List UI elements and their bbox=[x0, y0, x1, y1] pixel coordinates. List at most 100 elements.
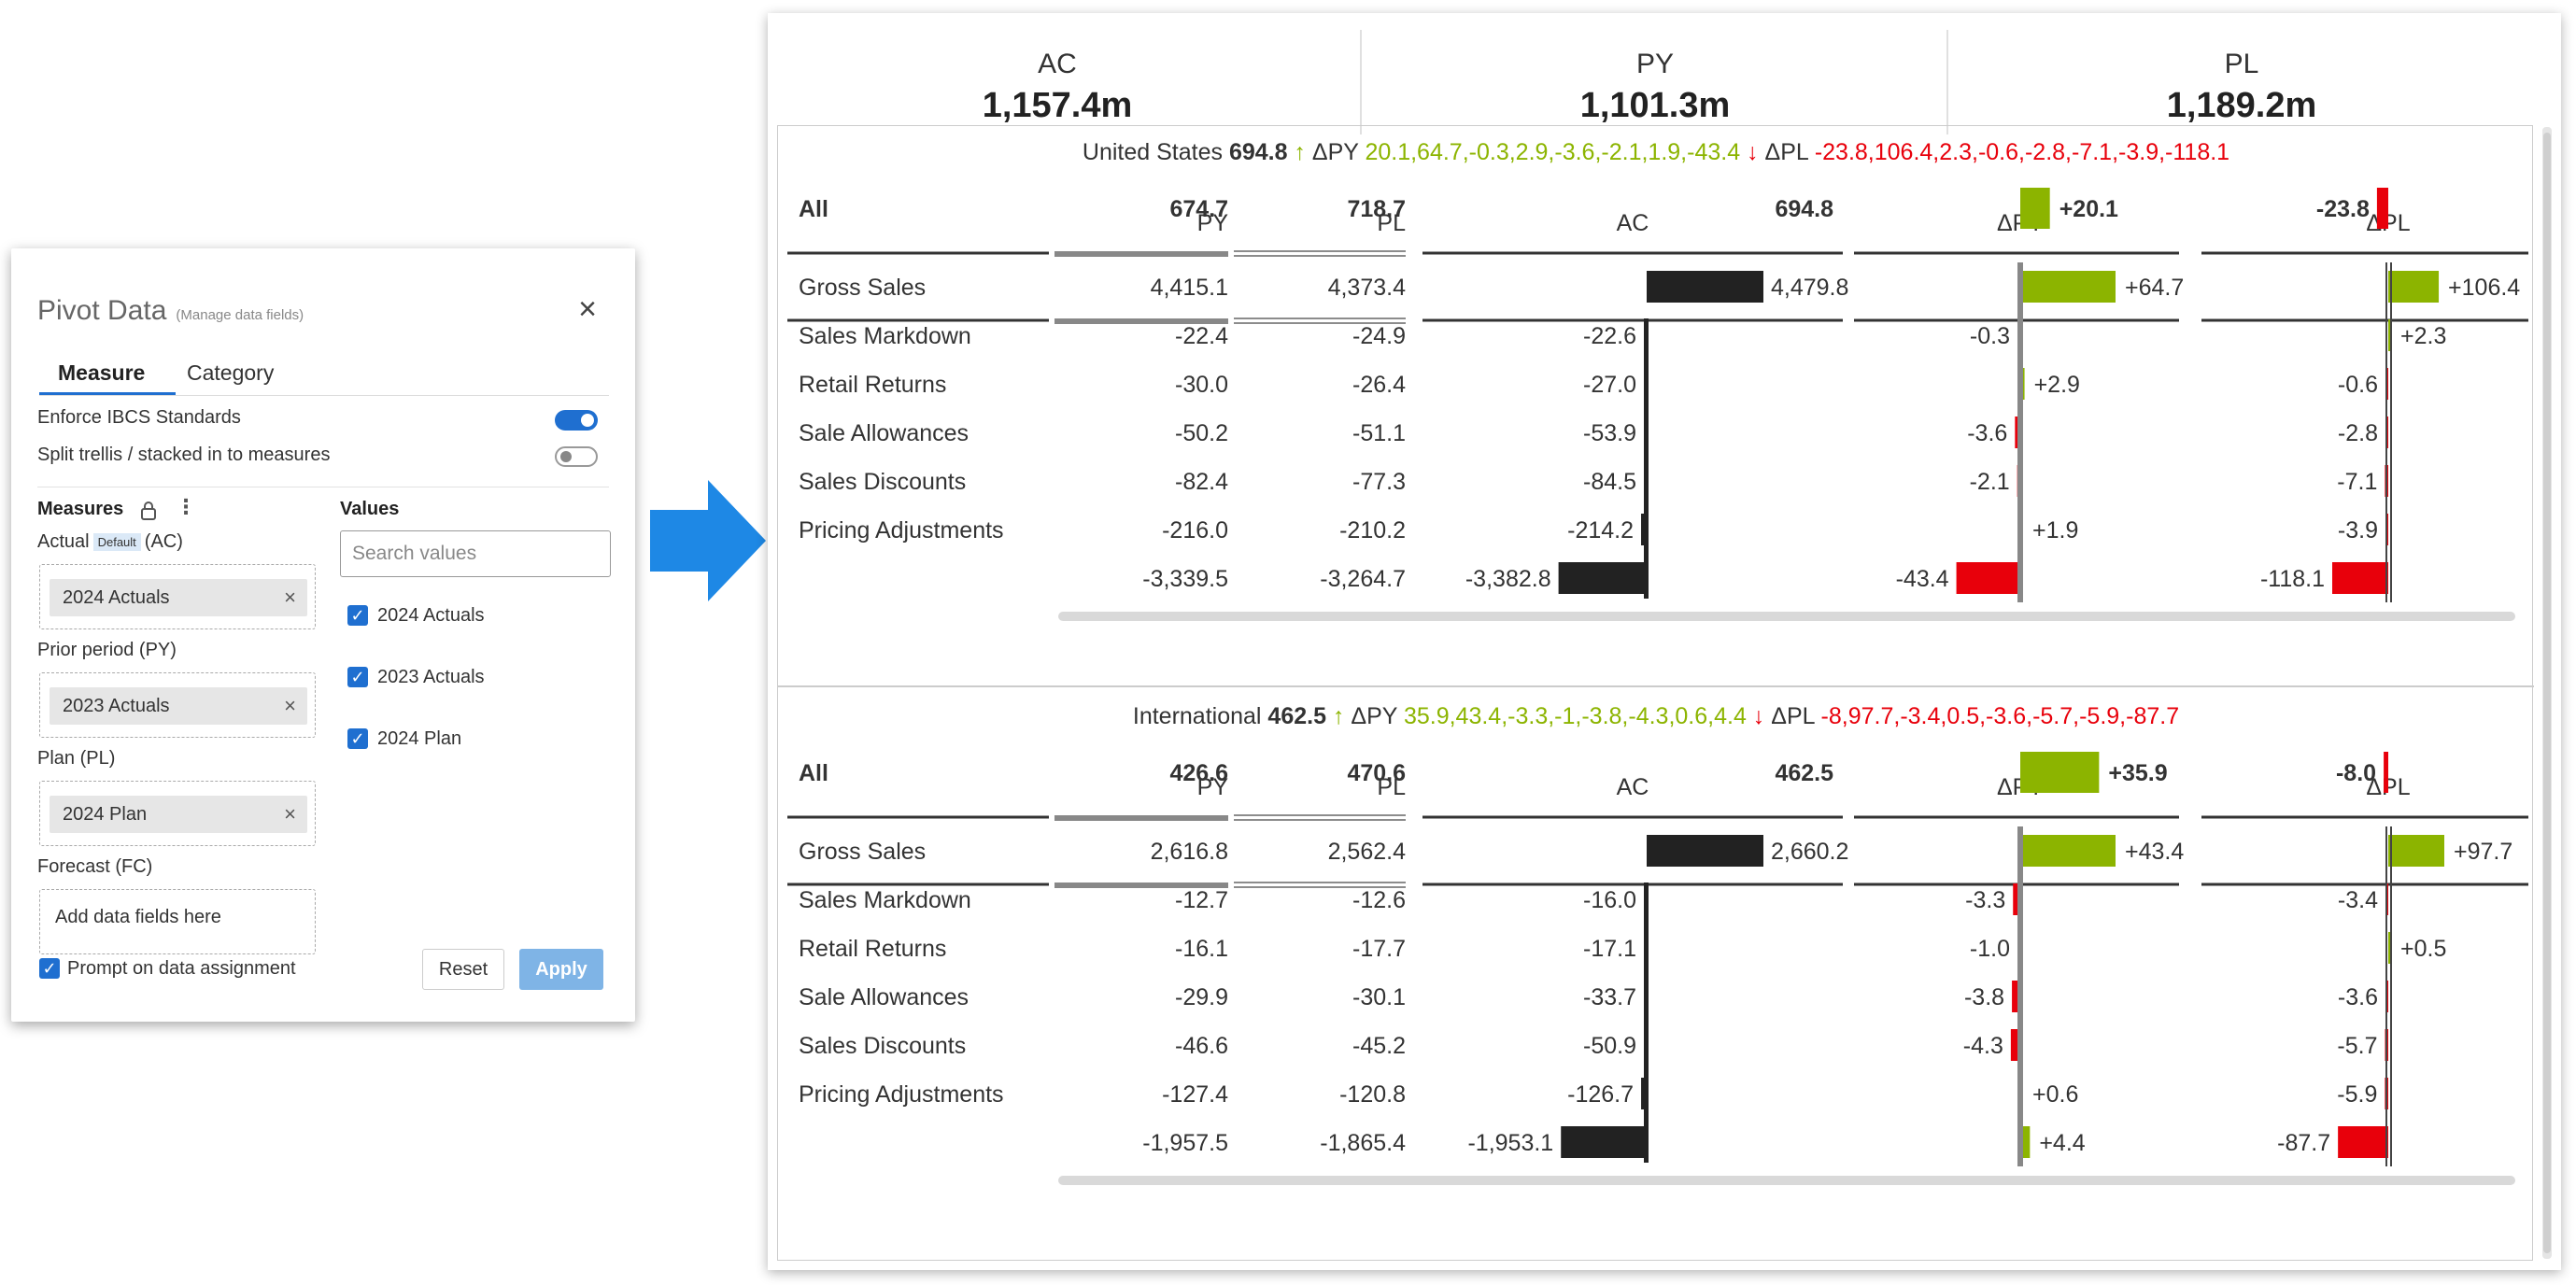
apply-button[interactable]: Apply bbox=[519, 949, 603, 990]
dpy-bar bbox=[2020, 752, 2100, 793]
row-label: Sale Allowances bbox=[799, 420, 969, 446]
column-header-pl: PL bbox=[1377, 774, 1406, 800]
pl-value: -26.4 bbox=[1352, 372, 1406, 398]
column-header-dpl: ΔPL bbox=[2366, 210, 2410, 236]
value-checkbox-2024-plan[interactable]: ✓ bbox=[347, 728, 368, 749]
dpl-value: -5.7 bbox=[2337, 1033, 2377, 1059]
py-value: 2,616.8 bbox=[1151, 839, 1228, 865]
dpl-value: +106.4 bbox=[2448, 275, 2520, 301]
pl-value: -3,264.7 bbox=[1320, 566, 1406, 592]
pl-value: 2,562.4 bbox=[1328, 839, 1407, 865]
pl-value: -77.3 bbox=[1352, 469, 1406, 495]
py-value: 4,415.1 bbox=[1151, 275, 1228, 301]
ac-value: -214.2 bbox=[1567, 517, 1634, 544]
pl-value: 470.6 bbox=[1347, 760, 1406, 786]
py-value: 674.7 bbox=[1169, 196, 1228, 222]
ac-value: -126.7 bbox=[1567, 1081, 1634, 1108]
row-label: Sales Discounts bbox=[799, 1033, 966, 1059]
actual-dropzone[interactable]: 2024 Actuals × bbox=[39, 564, 316, 629]
search-values-input[interactable] bbox=[340, 530, 611, 577]
tab-category[interactable]: Category bbox=[187, 360, 275, 385]
value-label: 2024 Plan bbox=[377, 728, 462, 749]
py-value: -22.4 bbox=[1175, 323, 1228, 349]
ac-value: -84.5 bbox=[1583, 469, 1636, 495]
column-header-pl: PL bbox=[1377, 210, 1406, 236]
remove-chip-icon[interactable]: × bbox=[284, 694, 296, 717]
more-vertical-icon[interactable]: ⋮ bbox=[176, 495, 196, 518]
arrow-right-icon bbox=[650, 480, 766, 601]
remove-chip-icon[interactable]: × bbox=[284, 802, 296, 826]
dpl-value: -87.7 bbox=[2277, 1130, 2330, 1156]
variance-chart: United States 694.8 ↑ ΔPY 20.1,64.7,-0.3… bbox=[778, 139, 2534, 1185]
dpy-bar bbox=[1956, 562, 2020, 594]
row-label: Gross Sales bbox=[799, 839, 926, 865]
pl-value: -210.2 bbox=[1339, 517, 1406, 544]
reset-button[interactable]: Reset bbox=[422, 949, 504, 990]
prompt-checkbox[interactable]: ✓ bbox=[39, 958, 60, 979]
lock-icon[interactable] bbox=[138, 501, 159, 521]
chip-label: 2024 Actuals bbox=[63, 587, 170, 608]
tab-measure[interactable]: Measure bbox=[58, 360, 146, 385]
field-chip[interactable]: 2024 Actuals × bbox=[50, 579, 307, 616]
value-checkbox-2024-actuals[interactable]: ✓ bbox=[347, 605, 368, 626]
dpl-value: -8.0 bbox=[2336, 760, 2376, 786]
py-value: -50.2 bbox=[1175, 420, 1228, 446]
ac-bar bbox=[1558, 562, 1647, 594]
forecast-dropzone[interactable]: Add data fields here bbox=[39, 889, 316, 954]
dpl-bar bbox=[2338, 1126, 2388, 1158]
dpy-bar bbox=[2020, 835, 2116, 867]
kpi-value: 1,189.2m bbox=[2166, 86, 2317, 125]
dpy-value: +0.6 bbox=[2032, 1081, 2078, 1108]
vertical-scrollbar[interactable] bbox=[2542, 127, 2552, 1259]
pl-value: -51.1 bbox=[1352, 420, 1406, 446]
field-chip[interactable]: 2023 Actuals × bbox=[50, 687, 307, 725]
group-dpy-label: ΔPY bbox=[1312, 139, 1366, 165]
dpl-bar bbox=[2388, 835, 2444, 867]
ac-value: 4,479.8 bbox=[1771, 275, 1848, 301]
dpy-value: +20.1 bbox=[2059, 196, 2118, 222]
kpi-py: PY 1,101.3m bbox=[1366, 32, 1945, 126]
arrow-down-icon: ↓ bbox=[1747, 139, 1764, 165]
group-dpl-value: -8,97.7,-3.4,0.5,-3.6,-5.7,-5.9,-87.7 bbox=[1821, 703, 2180, 729]
chip-label: 2023 Actuals bbox=[63, 696, 170, 716]
horizontal-scrollbar bbox=[1058, 612, 2515, 621]
split-trellis-toggle[interactable] bbox=[555, 446, 598, 467]
dpy-bar bbox=[2010, 1029, 2020, 1061]
enforce-ibcs-label: Enforce IBCS Standards bbox=[37, 407, 241, 428]
dpl-value: -3.4 bbox=[2338, 887, 2378, 913]
row-label: All bbox=[799, 196, 828, 222]
column-header-py: PY bbox=[1197, 774, 1229, 800]
dpl-value: -0.6 bbox=[2338, 372, 2378, 398]
horizontal-scrollbar bbox=[1058, 1176, 2515, 1185]
dpl-value: -3.9 bbox=[2338, 517, 2378, 544]
value-checkbox-2023-actuals[interactable]: ✓ bbox=[347, 667, 368, 687]
ac-value: -3,382.8 bbox=[1465, 566, 1551, 592]
dpy-value: +1.9 bbox=[2032, 517, 2078, 544]
py-header-bar bbox=[1054, 251, 1228, 257]
dpl-bar bbox=[2376, 188, 2388, 229]
dpl-value: -7.1 bbox=[2337, 469, 2377, 495]
field-chip[interactable]: 2024 Plan × bbox=[50, 796, 307, 833]
dpy-value: -0.3 bbox=[1970, 323, 2010, 349]
close-icon[interactable]: × bbox=[578, 291, 597, 327]
row-label: Retail Returns bbox=[799, 372, 946, 398]
ac-value: -1,953.1 bbox=[1467, 1130, 1553, 1156]
ac-axis bbox=[1644, 883, 1649, 1163]
group-dpy-value: 35.9,43.4,-3.3,-1,-3.8,-4.3,0.6,4.4 bbox=[1404, 703, 1753, 729]
py-value: 426.6 bbox=[1169, 760, 1228, 786]
remove-chip-icon[interactable]: × bbox=[284, 586, 296, 609]
dpl-value: -23.8 bbox=[2316, 196, 2370, 222]
ac-value: -17.1 bbox=[1583, 936, 1636, 962]
py-value: -127.4 bbox=[1162, 1081, 1228, 1108]
ac-bar bbox=[1647, 835, 1763, 867]
ac-value: -50.9 bbox=[1583, 1033, 1636, 1059]
group-dpl-value: -23.8,106.4,2.3,-0.6,-2.8,-7.1,-3.9,-118… bbox=[1815, 139, 2229, 165]
py-value: -216.0 bbox=[1162, 517, 1228, 544]
row-label: Sales Discounts bbox=[799, 469, 966, 495]
pl-value: -45.2 bbox=[1352, 1033, 1406, 1059]
ac-value: -27.0 bbox=[1583, 372, 1636, 398]
kpi-value: 1,157.4m bbox=[982, 86, 1133, 125]
plan-dropzone[interactable]: 2024 Plan × bbox=[39, 781, 316, 846]
prior-period-dropzone[interactable]: 2023 Actuals × bbox=[39, 672, 316, 738]
enforce-ibcs-toggle[interactable] bbox=[555, 410, 598, 431]
